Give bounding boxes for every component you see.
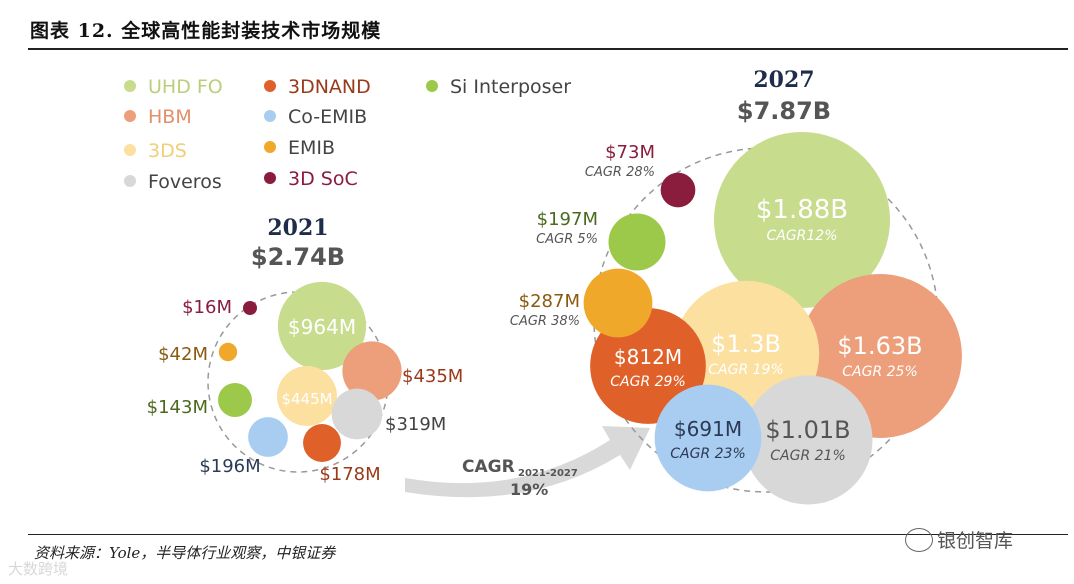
legend-label-3d-soc: 3D SoC <box>288 168 358 190</box>
cagr-label-foveros: CAGR 21% <box>770 448 846 464</box>
legend-label-co-emib: Co-EMIB <box>288 106 367 128</box>
bubble-2021-si-interposer <box>218 383 252 417</box>
bubble-2021-co-emib <box>248 417 288 457</box>
legend-marker-3ds <box>124 144 136 156</box>
cagr-label-co-emib: CAGR 23% <box>670 446 746 462</box>
value-label-2021-3ds: $445M <box>281 390 332 408</box>
value-label-2027-hbm: $1.63B <box>837 332 922 360</box>
bubble-2021-3dnand <box>303 424 341 462</box>
top-rule <box>28 48 1068 50</box>
bubble-2021-foveros <box>331 388 383 440</box>
source-note: 资料来源：Yole，半导体行业观察，中银证券 <box>34 544 336 562</box>
overall-cagr-period: 2021-2027 <box>518 468 578 479</box>
year-label-2027: 2027 <box>753 67 814 93</box>
value-label-2027-si-interposer: $197M <box>537 209 598 230</box>
year-label-2021: 2021 <box>267 215 328 241</box>
legend-marker-uhd-fo <box>124 80 136 92</box>
legend-label-emib: EMIB <box>288 137 335 159</box>
value-label-2027-3ds: $1.3B <box>711 330 781 358</box>
bubble-2021-3ds <box>277 366 337 426</box>
legend-label-foveros: Foveros <box>148 171 222 193</box>
value-label-2021-emib: $42M <box>158 344 208 365</box>
cagr-label-uhd-fo: CAGR12% <box>766 228 837 244</box>
bubble-2021-3d-soc <box>243 301 257 315</box>
bubble-2027-emib <box>583 268 653 338</box>
bubble-2021-emib <box>218 342 238 362</box>
legend-marker-emib <box>264 141 276 153</box>
value-label-2021-3d-soc: $16M <box>182 297 232 318</box>
bubble-2021-hbm <box>342 341 402 401</box>
watermark-right-text: 银创智库 <box>937 530 1014 552</box>
legend-marker-3d-soc <box>264 172 276 184</box>
bubble-chart: UHD FO HBM 3DS Foveros 3DNAND Co-EMIB EMIB 3D S… <box>124 67 962 505</box>
cagr-label-si-interposer: CAGR 5% <box>536 232 598 247</box>
cagr-arrow-shape <box>405 426 650 498</box>
value-label-2021-co-emib: $196M <box>199 456 260 477</box>
value-label-2027-foveros: $1.01B <box>765 416 850 444</box>
cagr-label-hbm: CAGR 25% <box>842 364 918 380</box>
cagr-label-emib: CAGR 38% <box>510 314 580 329</box>
total-label-2021: $2.74B <box>251 243 345 271</box>
value-label-2027-3dnand: $812M <box>614 345 682 369</box>
watermark-left: 大数跨境 <box>8 560 69 578</box>
cagr-label-3d-soc: CAGR 28% <box>585 165 655 180</box>
figure-title: 图表 12. 全球高性能封装技术市场规模 <box>30 20 382 42</box>
bubble-2027-si-interposer <box>608 213 666 271</box>
value-label-2021-uhd-fo: $964M <box>288 315 356 339</box>
bubble-2027-foveros <box>743 375 873 505</box>
legend-marker-co-emib <box>264 110 276 122</box>
value-label-2027-3d-soc: $73M <box>605 142 655 163</box>
bottom-rule <box>28 534 1068 535</box>
value-label-2027-emib: $287M <box>519 291 580 312</box>
overall-cagr-label: CAGR <box>462 457 515 477</box>
value-label-2027-uhd-fo: $1.88B <box>756 195 848 225</box>
bubble-2027-3d-soc <box>660 172 696 208</box>
overall-cagr-value: 19% <box>510 480 548 499</box>
bubble-2027-uhd-fo <box>713 131 891 309</box>
legend-marker-3dnand <box>264 80 276 92</box>
value-label-2021-foveros: $319M <box>385 414 446 435</box>
value-label-2021-si-interposer: $143M <box>147 397 208 418</box>
bubble-2027-co-emib <box>654 384 762 492</box>
group-2027: 2027 $7.87B $1.88B CAGR12% $1.63B CAGR 25% $1.… <box>510 67 962 505</box>
legend-label-3dnand: 3DNAND <box>288 76 371 98</box>
legend: UHD FO HBM 3DS Foveros 3DNAND Co-EMIB EMIB 3D S… <box>124 76 571 193</box>
value-label-2021-3dnand: $178M <box>319 464 380 485</box>
legend-marker-si-interposer <box>426 80 438 92</box>
legend-label-uhd-fo: UHD FO <box>148 76 223 98</box>
legend-label-hbm: HBM <box>148 106 192 128</box>
value-label-2021-hbm: $435M <box>402 366 463 387</box>
value-label-2027-co-emib: $691M <box>674 417 742 441</box>
group-2021: 2021$2.74B $964M $435M $445M $319M $178M $196M… <box>147 215 464 485</box>
watermark-right: 银创智库 <box>905 526 1013 553</box>
legend-marker-foveros <box>124 175 136 187</box>
wechat-icon <box>905 527 933 552</box>
cagr-label-3dnand: CAGR 29% <box>610 374 686 390</box>
legend-marker-hbm <box>124 110 136 122</box>
cagr-label-3ds: CAGR 19% <box>708 362 784 378</box>
legend-label-si-interposer: Si Interposer <box>450 76 571 98</box>
bubble-2021-uhd-fo <box>277 281 367 371</box>
total-label-2027: $7.87B <box>737 97 831 125</box>
legend-label-3ds: 3DS <box>148 140 187 162</box>
